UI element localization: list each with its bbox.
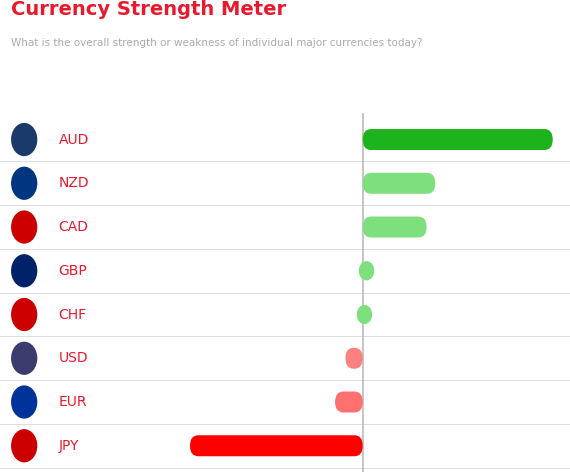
- Text: CAD: CAD: [59, 220, 89, 234]
- FancyBboxPatch shape: [363, 217, 426, 237]
- Circle shape: [11, 385, 37, 419]
- FancyBboxPatch shape: [363, 173, 435, 194]
- Circle shape: [11, 342, 37, 375]
- Text: USD: USD: [59, 351, 88, 365]
- Circle shape: [11, 298, 37, 331]
- Text: What is the overall strength or weakness of individual major currencies today?: What is the overall strength or weakness…: [11, 38, 423, 48]
- Circle shape: [357, 305, 372, 323]
- Circle shape: [11, 429, 37, 463]
- Text: EUR: EUR: [59, 395, 87, 409]
- FancyBboxPatch shape: [190, 435, 363, 456]
- Text: AUD: AUD: [59, 133, 89, 146]
- Text: GBP: GBP: [59, 264, 87, 278]
- FancyBboxPatch shape: [363, 129, 553, 150]
- Text: Currency Strength Meter: Currency Strength Meter: [11, 0, 287, 19]
- Text: NZD: NZD: [59, 176, 89, 190]
- FancyBboxPatch shape: [335, 391, 363, 413]
- FancyBboxPatch shape: [345, 348, 363, 369]
- Circle shape: [11, 254, 37, 287]
- Circle shape: [11, 211, 37, 244]
- Circle shape: [360, 262, 373, 280]
- Text: JPY: JPY: [59, 439, 79, 453]
- Text: CHF: CHF: [59, 308, 87, 321]
- Circle shape: [11, 123, 37, 156]
- Circle shape: [11, 167, 37, 200]
